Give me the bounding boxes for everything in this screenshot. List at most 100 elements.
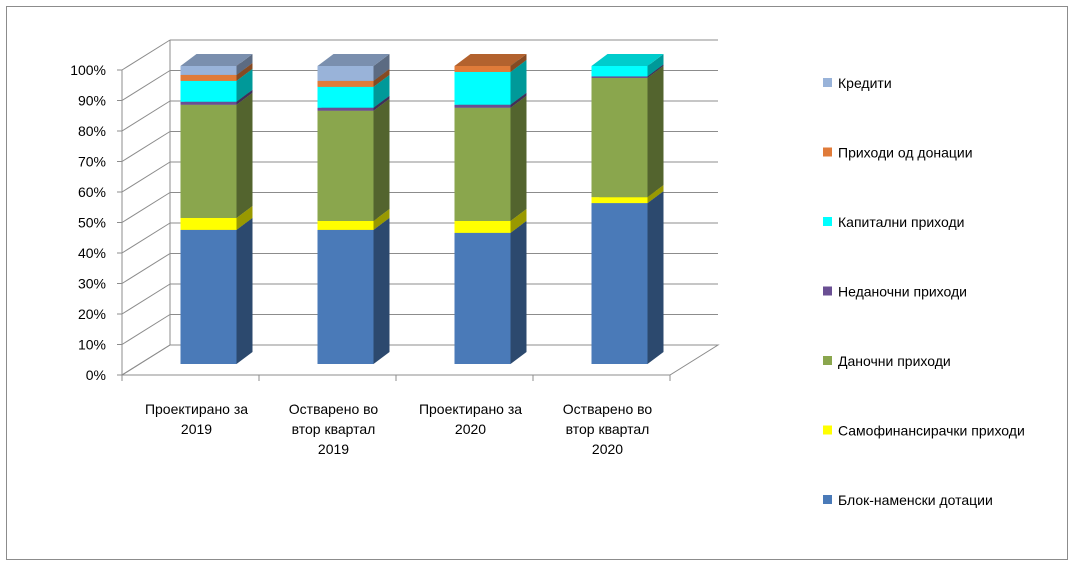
bar-segment (454, 95, 527, 221)
side-gridline (121, 161, 171, 193)
legend-label: Кредити (838, 75, 892, 91)
bar-side (647, 64, 664, 78)
legend-label: Даночни приходи (838, 353, 951, 369)
bar-side (373, 217, 390, 364)
y-tick-label: 90% (78, 93, 106, 109)
category-label: Проектирано за (145, 401, 248, 417)
bar-side (236, 92, 253, 218)
bar-top (591, 54, 664, 66)
side-gridline (121, 253, 171, 284)
y-tick-label: 10% (78, 337, 106, 353)
legend-item: Самофинансирачки приходи (823, 423, 1025, 439)
bar-segment (180, 54, 253, 75)
bar-top (454, 54, 527, 66)
bar-front (454, 107, 511, 221)
bar-side (236, 217, 253, 364)
bar-front (591, 197, 648, 204)
legend-item: Неданочни приходи (823, 284, 967, 300)
bar-side (373, 95, 390, 111)
bar-segment (317, 54, 390, 81)
bar-side (236, 62, 253, 81)
bar-front (180, 74, 237, 81)
bar-top (317, 54, 390, 66)
bar-front (454, 232, 511, 364)
bar-side (373, 74, 390, 108)
category-label: втор квартал (566, 421, 650, 437)
legend-item: Приходи од донации (823, 145, 973, 161)
bar-side (373, 98, 390, 221)
bar-side (647, 191, 664, 364)
bar-segment (317, 217, 390, 364)
legend-swatch (823, 495, 832, 504)
category-label: 2020 (592, 441, 623, 457)
bar-side (647, 65, 664, 198)
bar-segment (591, 191, 664, 364)
bar-segment (180, 217, 253, 364)
side-gridline (121, 131, 171, 162)
bar-side (510, 95, 527, 221)
y-tick-label: 70% (78, 154, 106, 170)
category-label: Остварено во (563, 401, 653, 417)
legend-label: Приходи од донации (838, 145, 973, 161)
side-gridline (121, 192, 171, 223)
category-label: 2020 (455, 421, 486, 437)
bar-side (373, 68, 390, 87)
bar-front (317, 80, 374, 87)
bar-side (373, 208, 390, 230)
bar-front (180, 104, 237, 218)
y-tick-label: 30% (78, 276, 106, 292)
bar-front (180, 229, 237, 364)
legend-swatch (823, 217, 832, 226)
bar-side (373, 54, 390, 81)
bar-side (647, 54, 664, 77)
bar-front (180, 66, 237, 75)
category-label: 2019 (181, 421, 212, 437)
legend-swatch (823, 147, 832, 157)
bar-front (317, 66, 374, 81)
side-gridline (121, 70, 171, 101)
y-tick-label: 50% (78, 215, 106, 231)
bar-front (180, 101, 237, 105)
bar-front (317, 229, 374, 364)
bar-side (510, 92, 527, 108)
bar-side (236, 205, 253, 230)
bar-segment (317, 98, 390, 221)
bar-front (180, 80, 237, 102)
bar-side (236, 89, 253, 105)
bar-front (591, 203, 648, 364)
bar-front (591, 77, 648, 198)
legend-swatch (823, 286, 832, 296)
bar-front (591, 76, 648, 78)
legend-item: Капитални приходи (823, 214, 965, 230)
side-gridline (121, 100, 171, 132)
bar-segment (591, 54, 664, 77)
bar-side (510, 220, 527, 364)
bar-front (317, 86, 374, 108)
bars-layer (180, 54, 664, 364)
bar-side (510, 208, 527, 233)
axis-layer: 0% 10% 20% 30% 40% 50% 60% 70% 80% 90% 100% Проекти… (70, 62, 671, 457)
bar-side (647, 185, 664, 204)
bar-side (236, 68, 253, 102)
bar-front (454, 104, 511, 108)
bar-side (510, 54, 527, 72)
y-tick-label: 40% (78, 245, 106, 261)
y-tick-label: 20% (78, 306, 106, 322)
legend-label: Капитални приходи (838, 214, 965, 230)
bar-segment (180, 92, 253, 218)
bar-segment (454, 220, 527, 364)
y-tick-label: 80% (78, 123, 106, 139)
bar-segment (591, 65, 664, 198)
bar-front (591, 66, 648, 77)
y-tick-label: 100% (70, 62, 106, 78)
side-gridline (121, 222, 171, 254)
bar-front (454, 66, 511, 72)
side-gridline (121, 283, 171, 315)
legend-swatch (823, 78, 832, 87)
legend-label: Неданочни приходи (838, 284, 967, 300)
y-tick-label: 60% (78, 184, 106, 200)
side-gridline (121, 39, 171, 71)
legend-label: Блок-наменски дотации (838, 492, 993, 508)
bar-front (454, 71, 511, 105)
bar-side (236, 54, 253, 75)
